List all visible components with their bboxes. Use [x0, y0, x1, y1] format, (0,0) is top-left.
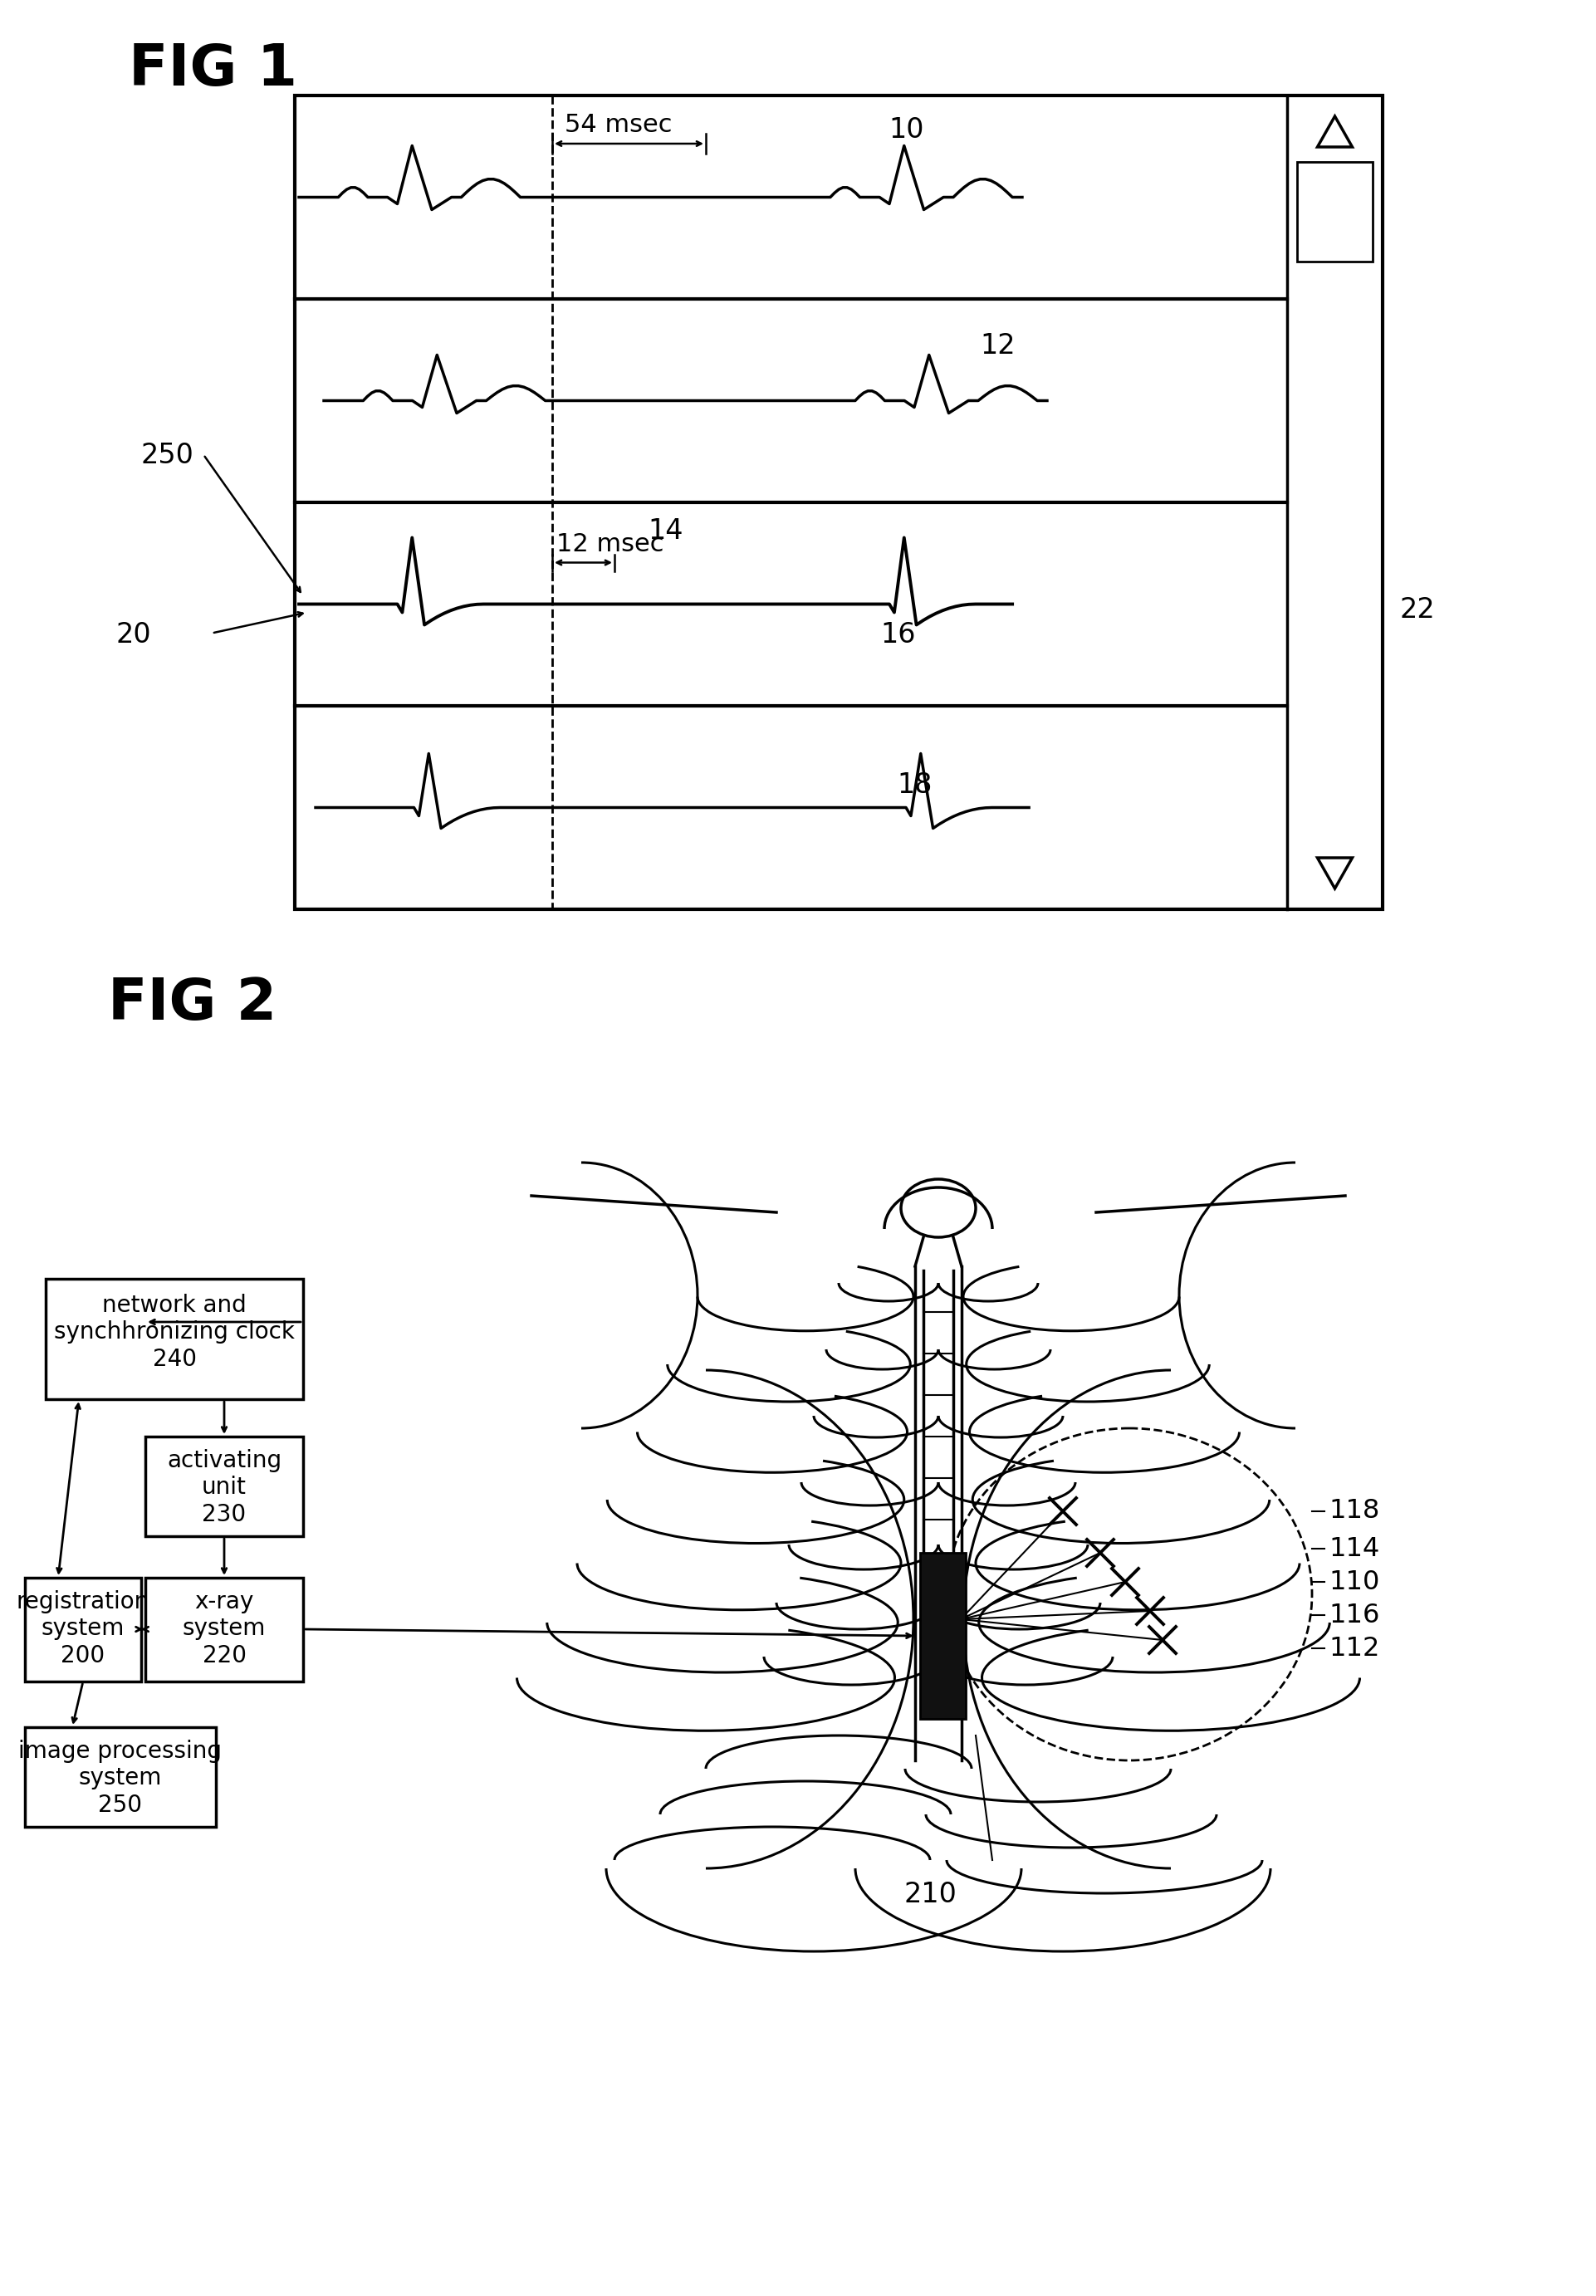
- Text: activating
unit
230: activating unit 230: [168, 1449, 281, 1527]
- Text: 18: 18: [897, 771, 932, 799]
- Text: x-ray
system
220: x-ray system 220: [182, 1591, 267, 1667]
- Text: 250: 250: [140, 443, 195, 471]
- Text: 210: 210: [903, 1880, 956, 1908]
- Text: 54 msec: 54 msec: [565, 113, 672, 138]
- Text: 114: 114: [1328, 1536, 1379, 1561]
- Text: 16: 16: [881, 620, 916, 647]
- Text: registration
system
200: registration system 200: [16, 1591, 150, 1667]
- Text: 116: 116: [1328, 1603, 1379, 1628]
- Bar: [145, 1437, 303, 1536]
- Text: network and
synchhronizing clock
240: network and synchhronizing clock 240: [54, 1293, 295, 1371]
- Text: 112: 112: [1328, 1635, 1379, 1662]
- Text: 118: 118: [1328, 1499, 1379, 1525]
- Bar: [145, 1577, 303, 1681]
- Bar: [295, 96, 1382, 909]
- Bar: [46, 1279, 303, 1398]
- Text: 12 msec: 12 msec: [557, 533, 664, 556]
- Text: FIG 2: FIG 2: [109, 976, 276, 1031]
- Text: 110: 110: [1328, 1568, 1379, 1596]
- Text: 20: 20: [117, 620, 152, 647]
- Bar: [26, 1577, 140, 1681]
- Bar: [26, 1727, 215, 1828]
- Text: FIG 1: FIG 1: [129, 41, 297, 96]
- Text: image processing
system
250: image processing system 250: [19, 1740, 222, 1816]
- Text: 14: 14: [648, 517, 683, 544]
- Text: 22: 22: [1400, 595, 1435, 622]
- Text: 12: 12: [980, 333, 1015, 360]
- Bar: [919, 1552, 966, 1720]
- Text: 10: 10: [889, 117, 924, 145]
- Bar: [1298, 163, 1373, 262]
